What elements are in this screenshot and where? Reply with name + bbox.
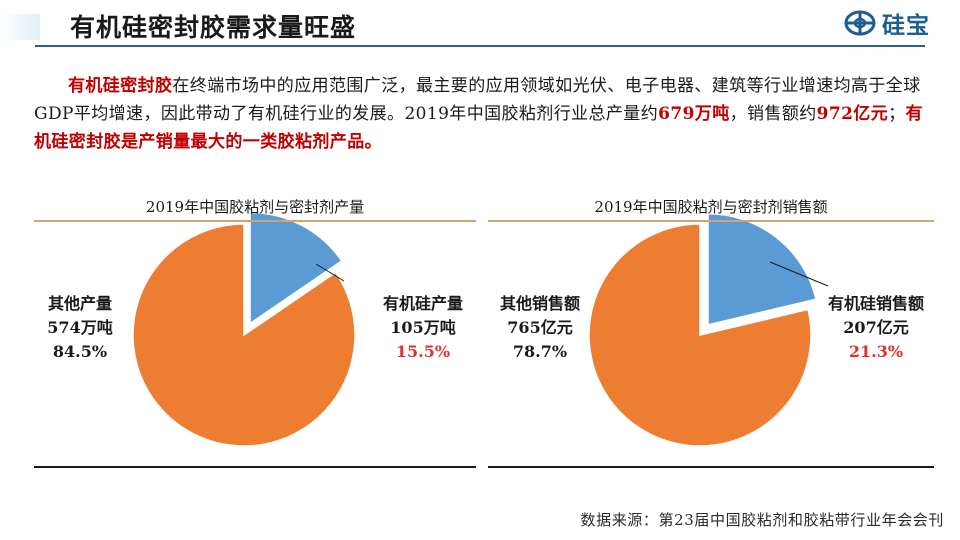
pie-slice-silicone bbox=[249, 211, 343, 325]
pie-slice-other bbox=[132, 223, 356, 447]
panel-bottom-rule bbox=[488, 466, 934, 468]
label-leader-line bbox=[315, 263, 345, 282]
pie-slice-silicone bbox=[707, 213, 817, 326]
header-accent-bar bbox=[0, 14, 40, 40]
page-title: 有机硅密封胶需求量旺盛 bbox=[70, 13, 357, 42]
slice-value: 574万吨 bbox=[47, 318, 113, 337]
slice-value: 105万吨 bbox=[390, 318, 456, 337]
slice-label-silicone-sales: 有机硅销售额 207亿元 21.3% bbox=[818, 292, 934, 364]
intro-highlight-output: 679万吨 bbox=[658, 104, 730, 124]
silicone-logo-icon bbox=[844, 10, 876, 36]
chart-title: 2019年中国胶粘剂与密封剂销售额 bbox=[488, 196, 934, 222]
header: 有机硅密封胶需求量旺盛 硅宝 bbox=[0, 0, 960, 47]
slice-percent: 15.5% bbox=[395, 342, 451, 361]
slice-name: 有机硅产量 bbox=[382, 294, 463, 313]
pie-chart-output bbox=[132, 211, 356, 447]
panel-bottom-rule bbox=[34, 466, 476, 468]
slice-percent: 21.3% bbox=[848, 342, 904, 361]
slice-value: 207亿元 bbox=[843, 318, 909, 337]
slice-name: 其他销售额 bbox=[499, 294, 580, 313]
title-rule bbox=[35, 45, 925, 47]
chart-panel-sales: 2019年中国胶粘剂与密封剂销售额 其他销售额 765亿元 78.7% 有机硅销… bbox=[488, 196, 934, 468]
slice-label-silicone-output: 有机硅产量 105万吨 15.5% bbox=[370, 292, 476, 364]
intro-highlight-product: 有机硅密封胶 bbox=[68, 76, 173, 96]
slice-label-other-sales: 其他销售额 765亿元 78.7% bbox=[490, 292, 590, 364]
slice-name: 有机硅销售额 bbox=[827, 294, 924, 313]
slice-name: 其他产量 bbox=[47, 294, 112, 313]
intro-highlight-sales: 972亿元 bbox=[816, 104, 889, 124]
intro-highlight-conclusion: 有机硅密封胶是产销量最大的一类胶粘剂产品。 bbox=[34, 104, 923, 152]
pie-slice-other bbox=[588, 223, 812, 447]
slice-percent: 84.5% bbox=[52, 342, 108, 361]
label-leader-line bbox=[769, 261, 829, 287]
intro-text: 在终端市场中的应用范围广泛，最主要的应用领域如光伏、电子电器、建筑等行业增速均高… bbox=[34, 76, 921, 124]
chart-panel-output: 2019年中国胶粘剂与密封剂产量 其他产量 574万吨 84.5% 有机硅产量 … bbox=[34, 196, 476, 468]
intro-paragraph: 有机硅密封胶在终端市场中的应用范围广泛，最主要的应用领域如光伏、电子电器、建筑等… bbox=[34, 72, 924, 156]
logo-text: 硅宝 bbox=[882, 13, 930, 39]
pie-chart-sales bbox=[588, 213, 829, 447]
data-source-note: 数据来源：第23届中国胶粘剂和胶粘带行业年会会刊 bbox=[580, 511, 944, 529]
intro-text-sep: ； bbox=[888, 104, 906, 124]
slice-percent: 78.7% bbox=[512, 342, 568, 361]
brand-logo: 硅宝 bbox=[844, 8, 930, 39]
slice-label-other-output: 其他产量 574万吨 84.5% bbox=[34, 292, 126, 364]
slice-value: 765亿元 bbox=[507, 318, 573, 337]
intro-text-mid: ，销售额约 bbox=[729, 104, 817, 124]
chart-title: 2019年中国胶粘剂与密封剂产量 bbox=[34, 196, 476, 222]
